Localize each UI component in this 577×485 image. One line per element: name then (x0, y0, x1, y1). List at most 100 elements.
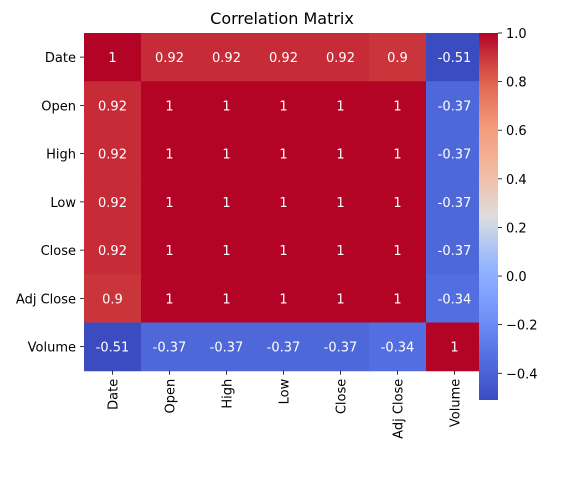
column-tick-label: Open (164, 379, 179, 414)
cell-value-label: 0.92 (155, 51, 184, 66)
cell-value-label: 1 (222, 148, 230, 163)
heatmap-cell (84, 274, 142, 323)
colorbar: 1.0 0.8 0.6 0.4 0.2 0.0 −0.2 −0.4 (479, 27, 538, 400)
heatmap-cell (426, 177, 484, 227)
heatmap-cell (255, 322, 313, 372)
heatmap-cell (255, 226, 313, 275)
colorbar-tick-label: 0.0 (506, 270, 527, 285)
cell-value-label: 1 (393, 99, 401, 114)
cell-value-label: 1 (279, 244, 287, 259)
heatmap-cell (312, 274, 370, 323)
cell-value-label: 0.92 (212, 51, 241, 66)
row-tick-label: Adj Close (16, 292, 76, 307)
heatmap-cell (312, 33, 370, 82)
heatmap-cell (426, 33, 484, 82)
cell-value-label: 1 (393, 244, 401, 259)
cell-value-label: 0.92 (98, 148, 127, 163)
heatmap-cell (426, 226, 484, 275)
heatmap-cell (312, 129, 370, 179)
heatmap-cell (369, 33, 427, 82)
cell-value-label: 1 (336, 244, 344, 259)
heatmap-cell (141, 322, 199, 372)
cell-value-label: 1 (393, 196, 401, 211)
cell-value-label: 1 (108, 51, 116, 66)
heatmap-cell (369, 226, 427, 275)
cell-value-label: 1 (165, 148, 173, 163)
cell-value-label: 1 (336, 196, 344, 211)
colorbar-tick-label: 0.2 (506, 221, 527, 236)
cell-value-label: 1 (279, 196, 287, 211)
heatmap-cell (141, 81, 199, 130)
heatmap-cell (369, 274, 427, 323)
cell-value-label: 1 (393, 148, 401, 163)
heatmap-cell (198, 274, 256, 323)
heatmap-cell (198, 33, 256, 82)
cell-value-label: 1 (222, 196, 230, 211)
heatmap-cell (84, 81, 142, 130)
heatmap-cell (198, 129, 256, 179)
heatmap-cell (141, 226, 199, 275)
cell-value-label: 1 (279, 99, 287, 114)
heatmap-cell (369, 322, 427, 372)
cell-value-label: 1 (336, 99, 344, 114)
cell-value-label: 1 (279, 148, 287, 163)
column-tick-label: Date (107, 379, 122, 410)
row-tick-label: High (46, 148, 76, 163)
heatmap-cell (84, 322, 142, 372)
cell-value-label: -0.37 (210, 341, 244, 356)
heatmap-cell (312, 81, 370, 130)
heatmap-cell (312, 177, 370, 227)
cell-value-label: -0.34 (381, 341, 415, 356)
cell-value-label: 1 (165, 196, 173, 211)
heatmap-cell (84, 129, 142, 179)
cell-value-label: -0.37 (438, 196, 472, 211)
colorbar-tick-label: −0.4 (506, 367, 538, 382)
colorbar-tick-label: −0.2 (506, 319, 538, 334)
heatmap-cell (255, 129, 313, 179)
cell-value-label: -0.37 (153, 341, 187, 356)
row-tick-labels: Date Open High Low Close Adj Close Volume (16, 51, 84, 356)
heatmap-cell (198, 226, 256, 275)
cell-value-label: -0.51 (96, 341, 130, 356)
cell-value-label: 1 (393, 292, 401, 307)
cell-value-label: 1 (279, 292, 287, 307)
colorbar-tick-label: 1.0 (506, 27, 527, 42)
heatmap-cell (255, 33, 313, 82)
heatmap-cell (84, 177, 142, 227)
column-tick-label: Adj Close (392, 379, 407, 439)
heatmap-cell (426, 322, 484, 372)
colorbar-tick-label: 0.6 (506, 124, 527, 139)
cell-value-label: 1 (336, 148, 344, 163)
column-tick-label: High (221, 379, 236, 409)
heatmap-cell (84, 226, 142, 275)
row-tick-label: Open (41, 99, 76, 114)
heatmap-cell (312, 322, 370, 372)
row-tick-label: Low (50, 196, 76, 211)
cell-value-label: 0.92 (326, 51, 355, 66)
heatmap-cell (141, 129, 199, 179)
column-tick-label: Close (335, 379, 350, 414)
heatmap-cell (198, 322, 256, 372)
cell-value-label: -0.37 (438, 148, 472, 163)
row-tick-label: Date (45, 51, 76, 66)
cell-value-label: -0.37 (267, 341, 301, 356)
cell-value-label: 1 (222, 292, 230, 307)
heatmap-cell (141, 177, 199, 227)
colorbar-gradient (479, 33, 498, 400)
heatmap-cell (369, 81, 427, 130)
cell-value-label: -0.37 (438, 244, 472, 259)
cell-value-label: 0.9 (102, 292, 123, 307)
colorbar-tick-label: 0.8 (506, 76, 527, 91)
column-tick-labels: Date Open High Low Close Adj Close Volume (107, 370, 464, 439)
heatmap-cell (426, 274, 484, 323)
heatmap-cell (426, 81, 484, 130)
cell-value-label: -0.37 (324, 341, 358, 356)
cell-value-label: 1 (165, 292, 173, 307)
cell-value-label: 0.92 (98, 244, 127, 259)
cell-value-label: 0.92 (98, 196, 127, 211)
column-tick-label: Low (278, 378, 293, 404)
cell-value-label: -0.51 (438, 51, 472, 66)
heatmap-cell (141, 274, 199, 323)
cell-value-label: 0.92 (269, 51, 298, 66)
